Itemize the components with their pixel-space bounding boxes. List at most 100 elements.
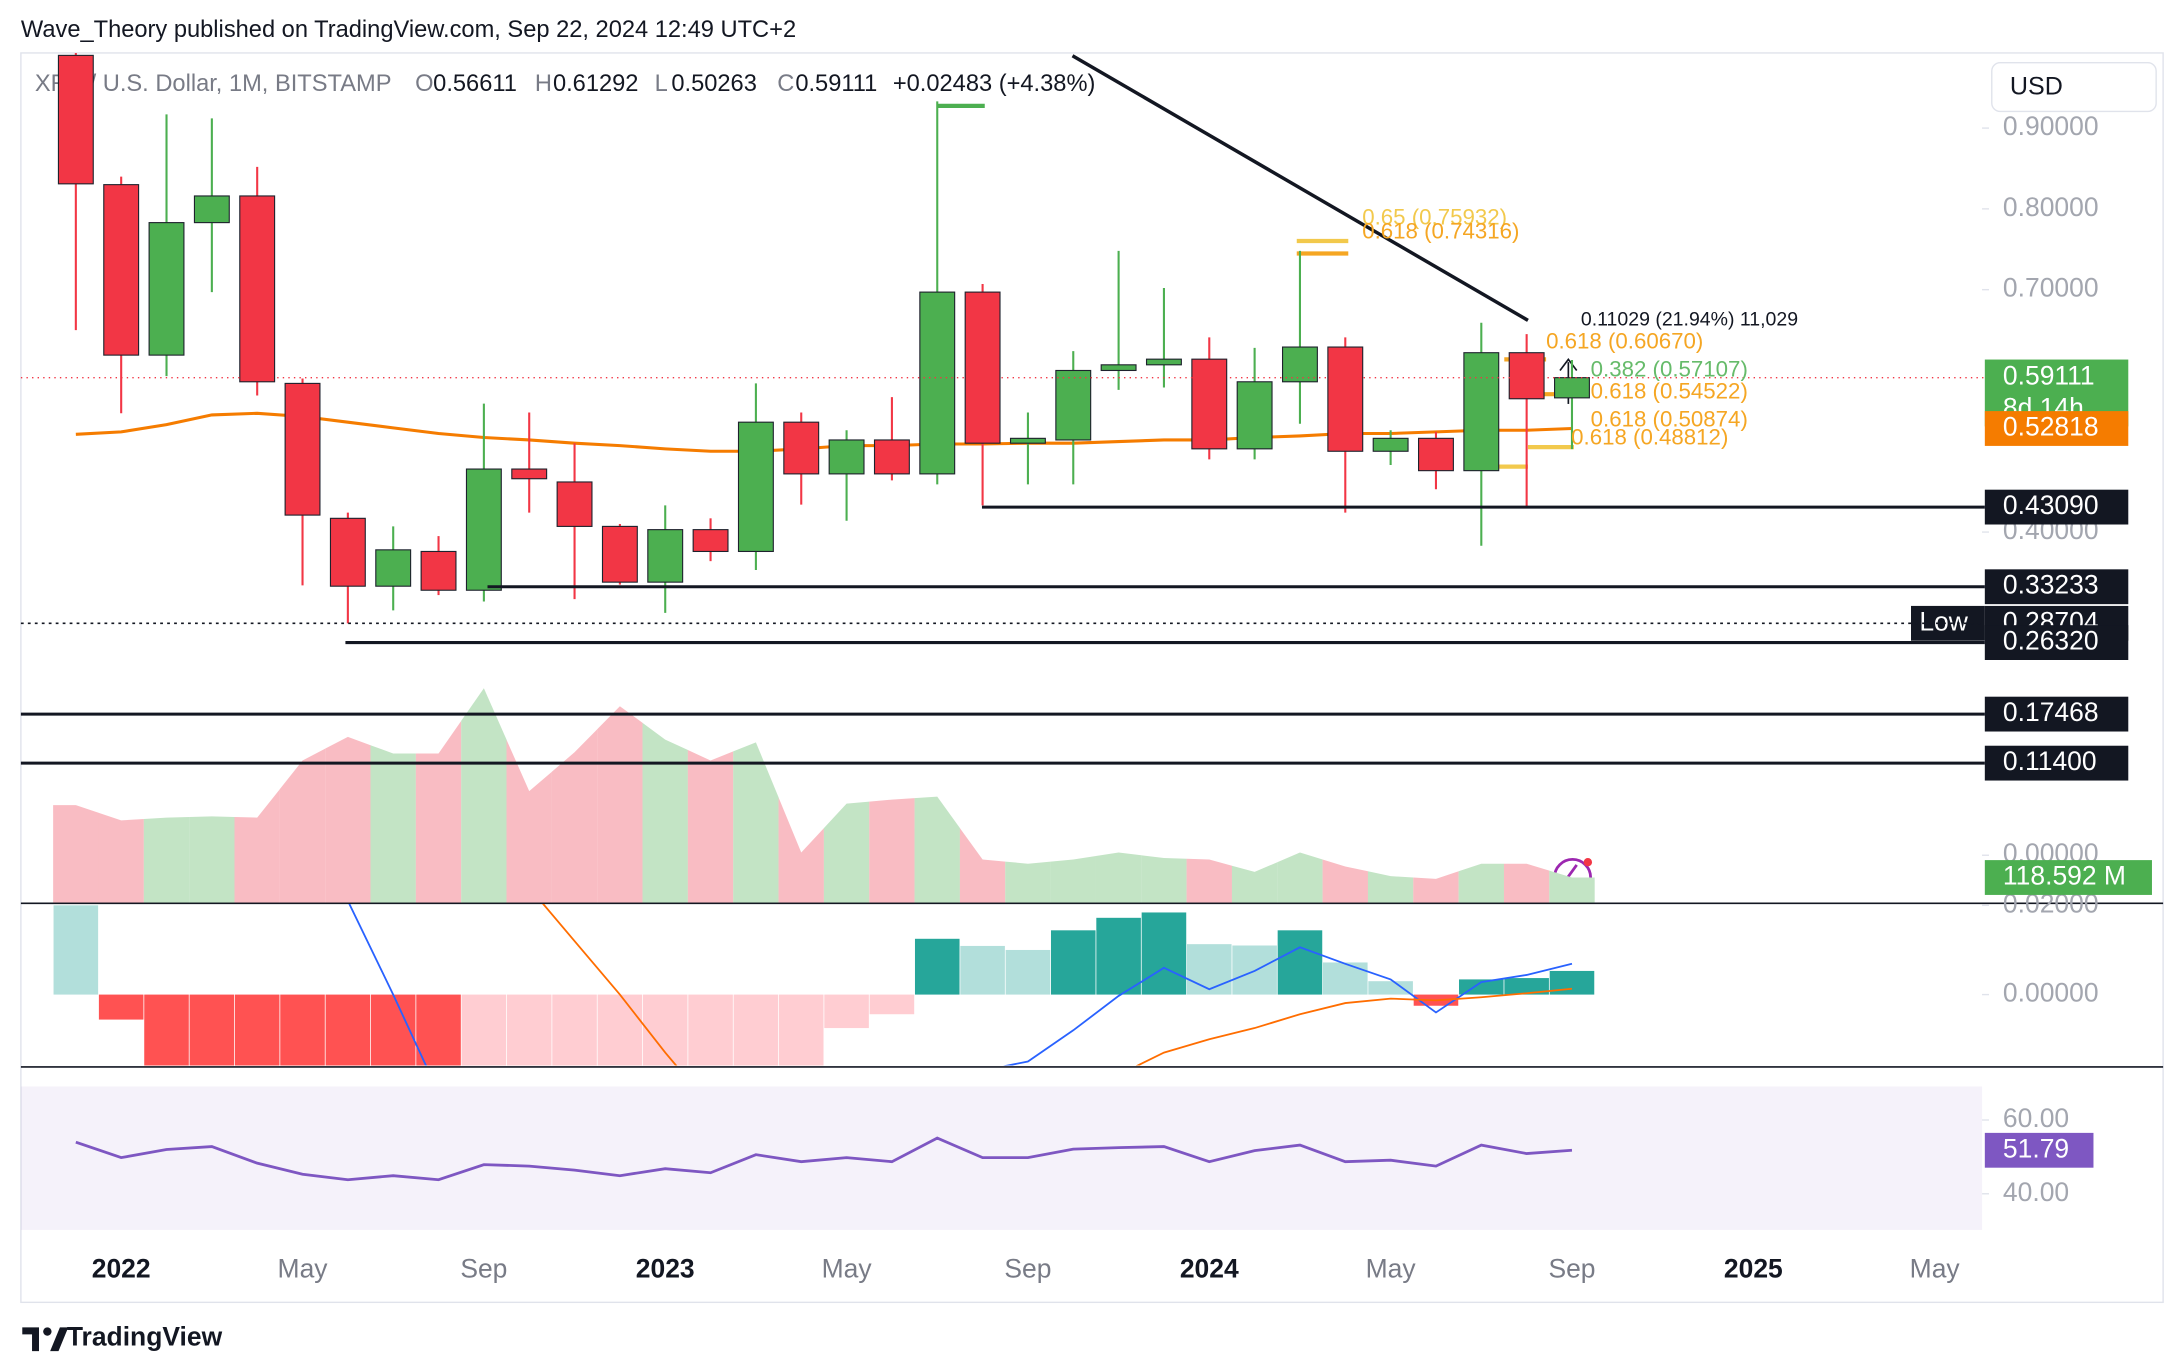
macd-bar bbox=[1050, 930, 1096, 995]
volume-area bbox=[1322, 859, 1368, 903]
legend-key: H bbox=[535, 71, 552, 97]
volume-area bbox=[279, 748, 326, 903]
macd-bar bbox=[914, 938, 960, 995]
macd-bar bbox=[688, 994, 733, 1066]
annotation: 0.65 (0.75932) bbox=[1362, 205, 1507, 230]
annotation: 0.11029 (21.94%) 11,029 bbox=[1581, 309, 1798, 331]
candle-body bbox=[828, 439, 865, 475]
candle-body bbox=[511, 468, 548, 480]
volume-area bbox=[1277, 852, 1323, 903]
rsi-pane bbox=[75, 1136, 1573, 1182]
volume-area bbox=[189, 816, 235, 903]
rsi-line bbox=[75, 1136, 1573, 1182]
macd-bar bbox=[824, 994, 869, 1029]
x-tick-label: Sep bbox=[1548, 1253, 1595, 1283]
legend-value: 0.50263 bbox=[671, 71, 757, 97]
ma-label: 0.52818 bbox=[2003, 411, 2099, 441]
candle-body bbox=[1145, 358, 1182, 366]
annotation: 0.382 (0.57107) bbox=[1591, 356, 1748, 381]
legend-value: 0.61292 bbox=[553, 71, 639, 97]
ma-label-box bbox=[1984, 411, 2129, 446]
macd-bar bbox=[597, 994, 643, 1066]
annotation: 0.618 (0.60670) bbox=[1546, 329, 1703, 354]
y-tick-label: 60.00 bbox=[2003, 1103, 2069, 1133]
candle-body bbox=[57, 54, 94, 185]
candle-body bbox=[239, 195, 276, 383]
candle-body bbox=[1009, 437, 1046, 444]
y-tick-label: 0.70000 bbox=[2003, 273, 2099, 303]
volume-area bbox=[370, 745, 416, 903]
candle-body bbox=[737, 421, 774, 553]
candle-body bbox=[783, 421, 820, 475]
currency-button[interactable] bbox=[1991, 61, 2157, 113]
macd-bar bbox=[98, 994, 144, 1020]
candle-body bbox=[1055, 369, 1092, 441]
candle-body bbox=[964, 291, 1001, 444]
macd-bar bbox=[325, 994, 371, 1066]
macd-bar bbox=[1368, 981, 1413, 995]
moving-average bbox=[75, 411, 1573, 453]
publisher: Wave_Theory published on TradingView.com… bbox=[21, 17, 796, 43]
legend-value: 0.59111 bbox=[795, 71, 877, 97]
volume-label: 118.592 M bbox=[2003, 861, 2126, 891]
level-label: 0.26320 bbox=[2003, 626, 2099, 656]
x-tick-label: May bbox=[822, 1253, 873, 1283]
candle-body bbox=[1100, 364, 1137, 372]
volume-area bbox=[914, 796, 960, 903]
macd-bar bbox=[416, 994, 461, 1066]
y-tick-label: 40.00 bbox=[2003, 1177, 2069, 1207]
macd-bar bbox=[144, 994, 189, 1066]
volume-area bbox=[1095, 852, 1142, 903]
trend-line bbox=[1071, 54, 1529, 322]
candle-body bbox=[1417, 437, 1454, 472]
volume-area bbox=[461, 688, 507, 903]
volume-area bbox=[733, 742, 779, 903]
volume-area bbox=[1050, 855, 1096, 903]
candle-body bbox=[1372, 437, 1409, 452]
macd-bar bbox=[1323, 962, 1368, 995]
macd-bar bbox=[189, 994, 235, 1066]
volume-area bbox=[642, 722, 688, 903]
volume-area bbox=[1413, 871, 1459, 903]
candle-body bbox=[1236, 381, 1273, 450]
volume-area bbox=[1367, 871, 1414, 903]
low-label: Low bbox=[1919, 606, 1968, 636]
volume-area bbox=[143, 816, 190, 903]
volume-area bbox=[823, 801, 870, 903]
candle-body bbox=[919, 291, 956, 475]
candle-body bbox=[647, 529, 684, 583]
candle-body bbox=[420, 550, 457, 591]
legend-value: 0.56611 bbox=[433, 71, 517, 97]
frame bbox=[20, 52, 2164, 1304]
macd-bar bbox=[1277, 930, 1323, 995]
x-tick-label: May bbox=[1366, 1253, 1417, 1283]
brand-name: TradingView bbox=[67, 1322, 223, 1352]
volume-area bbox=[1458, 863, 1505, 903]
currency-label[interactable]: USD bbox=[2010, 72, 2063, 100]
macd-bar bbox=[370, 994, 416, 1066]
macd-bar bbox=[552, 994, 597, 1066]
rsi-label-box bbox=[1984, 1132, 2094, 1168]
x-tick-label: Sep bbox=[1004, 1253, 1051, 1283]
legend-change: +0.02483 (+4.38%) bbox=[893, 71, 1096, 97]
candle-body bbox=[873, 439, 910, 475]
close-label: 0.59111 bbox=[2003, 361, 2095, 391]
annotation: 0.618 (0.74316) bbox=[1362, 219, 1519, 244]
signal-line bbox=[542, 903, 1573, 1066]
x-tick-label: May bbox=[278, 1253, 329, 1283]
candle-body bbox=[1554, 377, 1590, 399]
candle-body bbox=[103, 184, 140, 356]
level-label-box bbox=[1984, 569, 2129, 605]
volume-area bbox=[687, 750, 734, 903]
volume-area bbox=[551, 729, 598, 903]
level-label: 0.17468 bbox=[2003, 697, 2099, 727]
macd-bar bbox=[1459, 979, 1504, 995]
brand-logo-dot bbox=[43, 1327, 52, 1336]
x-tick-label: 2024 bbox=[1180, 1253, 1239, 1283]
legend-title: XRP / U.S. Dollar, 1M, BITSTAMP bbox=[35, 71, 392, 97]
level-label-box bbox=[1984, 696, 2129, 732]
volume-area bbox=[415, 720, 462, 903]
level-label: 0.11400 bbox=[2003, 746, 2097, 776]
level-label: 0.43090 bbox=[2003, 490, 2099, 520]
